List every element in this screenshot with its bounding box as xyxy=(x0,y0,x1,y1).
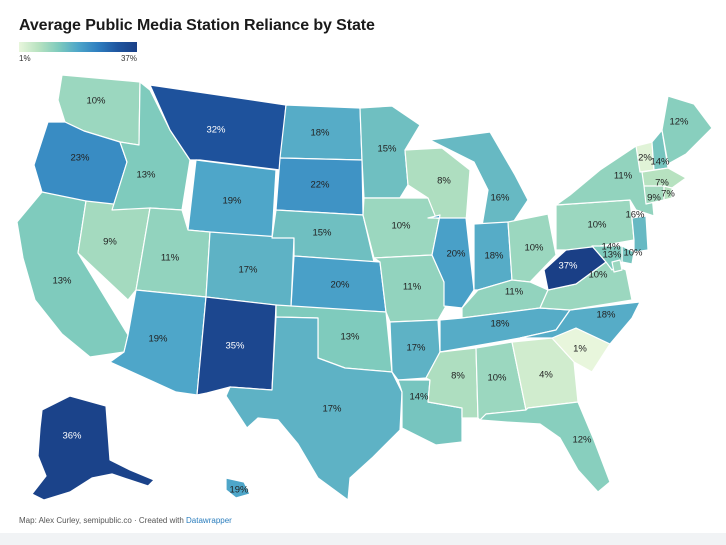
state-dc[interactable] xyxy=(611,259,623,273)
state-hi[interactable] xyxy=(225,477,251,499)
state-label-co: 17% xyxy=(238,265,258,276)
state-label-mn: 15% xyxy=(377,144,397,155)
state-label-mi: 16% xyxy=(490,193,510,204)
state-label-ky: 11% xyxy=(505,287,524,298)
state-label-tx: 17% xyxy=(322,404,342,415)
state-label-wy: 19% xyxy=(222,196,242,207)
state-label-va: 10% xyxy=(588,270,608,281)
datawrapper-link[interactable]: Datawrapper xyxy=(186,516,232,525)
state-label-wi: 8% xyxy=(437,176,451,187)
state-label-wa: 10% xyxy=(86,96,106,107)
state-label-ct: 9% xyxy=(647,193,661,204)
state-nj[interactable] xyxy=(631,215,649,253)
state-label-la: 14% xyxy=(409,392,429,403)
state-label-il: 20% xyxy=(446,249,466,260)
state-label-or: 23% xyxy=(70,153,90,164)
state-ri[interactable] xyxy=(663,185,673,201)
legend-max-label: 37% xyxy=(120,54,137,63)
state-label-in: 18% xyxy=(484,251,504,262)
state-label-ri: 7% xyxy=(661,189,675,200)
state-tx[interactable] xyxy=(225,316,403,501)
state-label-mo: 11% xyxy=(403,282,422,293)
state-label-al: 10% xyxy=(487,373,507,384)
state-label-ia: 10% xyxy=(391,221,411,232)
state-label-fl: 12% xyxy=(572,435,592,446)
state-label-ar: 17% xyxy=(406,343,426,354)
state-label-dc: 10% xyxy=(623,248,643,259)
state-label-nv: 9% xyxy=(103,237,117,248)
state-label-hi: 19% xyxy=(229,485,249,496)
state-label-tn: 18% xyxy=(490,319,510,330)
state-fl[interactable] xyxy=(479,401,611,493)
state-label-nc: 18% xyxy=(596,310,616,321)
state-label-nd: 18% xyxy=(310,128,330,139)
map-footer: Map: Alex Curley, semipublic.co · Create… xyxy=(19,516,232,525)
state-label-ny: 11% xyxy=(614,171,633,182)
state-label-ne: 15% xyxy=(312,228,332,239)
state-label-me: 12% xyxy=(669,117,689,128)
state-label-id: 13% xyxy=(136,170,156,181)
state-label-nm: 35% xyxy=(225,341,245,352)
map-title: Average Public Media Station Reliance by… xyxy=(19,17,375,34)
state-label-ms: 8% xyxy=(451,371,465,382)
state-label-ma: 7% xyxy=(655,178,669,189)
state-label-sd: 22% xyxy=(310,180,330,191)
state-label-ut: 11% xyxy=(161,253,180,264)
state-label-wv: 37% xyxy=(558,261,578,272)
state-me[interactable] xyxy=(661,95,713,165)
state-ak[interactable] xyxy=(31,395,155,501)
state-label-nh: 14% xyxy=(650,157,670,168)
state-ny[interactable] xyxy=(555,145,655,217)
legend-gradient-bar xyxy=(19,42,137,52)
state-nc[interactable] xyxy=(519,301,641,345)
state-label-oh: 10% xyxy=(524,243,544,254)
state-label-ok: 13% xyxy=(340,332,360,343)
state-label-mt: 32% xyxy=(206,125,226,136)
state-label-vt: 2% xyxy=(638,153,652,164)
state-label-ks: 20% xyxy=(330,280,350,291)
bottom-strip xyxy=(0,533,726,545)
state-label-nj: 16% xyxy=(625,210,645,221)
state-ma[interactable] xyxy=(641,167,687,189)
state-label-de: 14% xyxy=(601,242,621,253)
state-label-az: 19% xyxy=(148,334,168,345)
state-label-md: 13% xyxy=(602,250,622,261)
footer-credit: Map: Alex Curley, semipublic.co · Create… xyxy=(19,516,187,525)
state-label-ak: 36% xyxy=(62,431,82,442)
color-legend: 1% 37% xyxy=(19,42,137,63)
legend-min-label: 1% xyxy=(19,54,31,63)
state-label-ga: 4% xyxy=(539,370,553,381)
state-label-sc: 1% xyxy=(573,344,587,355)
state-label-pa: 10% xyxy=(587,220,607,231)
state-oh[interactable] xyxy=(507,213,557,283)
state-label-ca: 13% xyxy=(52,276,72,287)
state-il[interactable] xyxy=(427,214,475,309)
